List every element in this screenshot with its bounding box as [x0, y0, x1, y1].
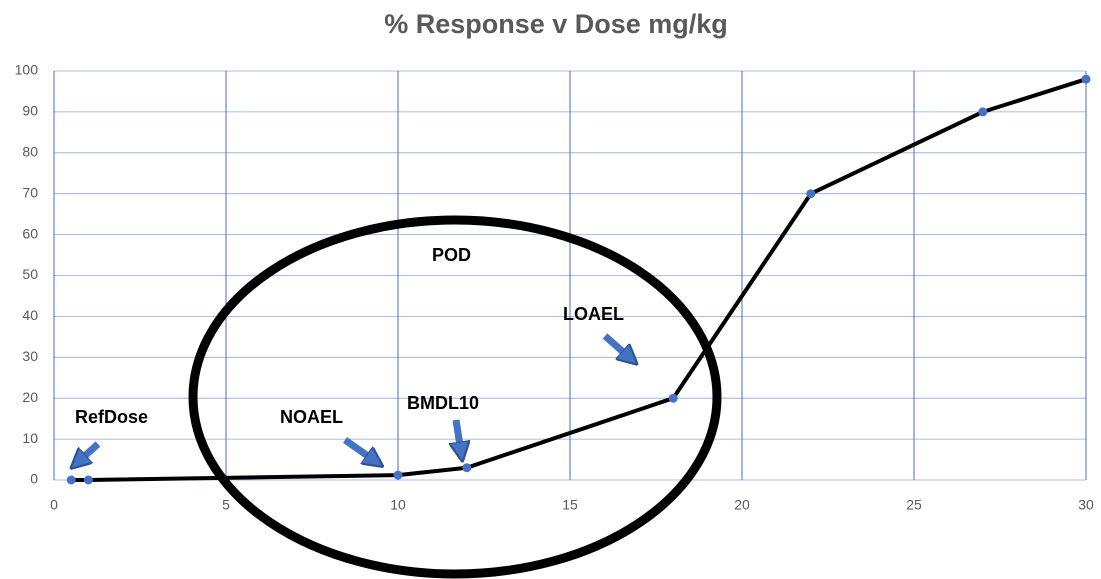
y-tick-label: 50 [22, 266, 38, 282]
annotation: RefDose [75, 407, 148, 427]
data-point [978, 107, 988, 117]
y-tick-label: 0 [30, 471, 38, 487]
data-point [668, 393, 678, 403]
data-point [462, 463, 472, 473]
x-tick-label: 30 [1078, 497, 1094, 513]
y-tick-label: 80 [22, 144, 38, 160]
arrow [78, 441, 101, 462]
annotation: LOAEL [563, 304, 624, 324]
y-tick-label: 20 [22, 389, 38, 405]
annotation: POD [432, 245, 471, 265]
annotation: BMDL10 [407, 393, 479, 413]
y-tick-label: 60 [22, 225, 38, 241]
y-tick-label: 40 [22, 307, 38, 323]
annotation: NOAEL [280, 407, 343, 427]
arrow [342, 437, 375, 461]
data-point [393, 470, 403, 480]
pod-ellipse [188, 215, 722, 579]
data-point [83, 475, 93, 485]
y-tick-label: 10 [22, 430, 38, 446]
arrows [78, 333, 630, 462]
arrow [602, 333, 630, 358]
y-tick-label: 100 [15, 62, 39, 78]
data-point [1081, 74, 1091, 84]
y-tick-label: 30 [22, 348, 38, 364]
data-point [806, 189, 816, 199]
y-tick-label: 90 [22, 103, 38, 119]
x-tick-label: 25 [906, 497, 922, 513]
data-point [66, 475, 76, 485]
arrow [456, 419, 461, 452]
x-tick-label: 15 [562, 497, 578, 513]
x-tick-label: 0 [50, 497, 58, 513]
x-tick-label: 20 [734, 497, 750, 513]
data-line [71, 77, 1087, 482]
y-tick-label: 70 [22, 184, 38, 200]
x-tick-label: 10 [390, 497, 406, 513]
x-tick-label: 5 [222, 497, 230, 513]
chart-title: % Response v Dose mg/kg [384, 9, 728, 39]
